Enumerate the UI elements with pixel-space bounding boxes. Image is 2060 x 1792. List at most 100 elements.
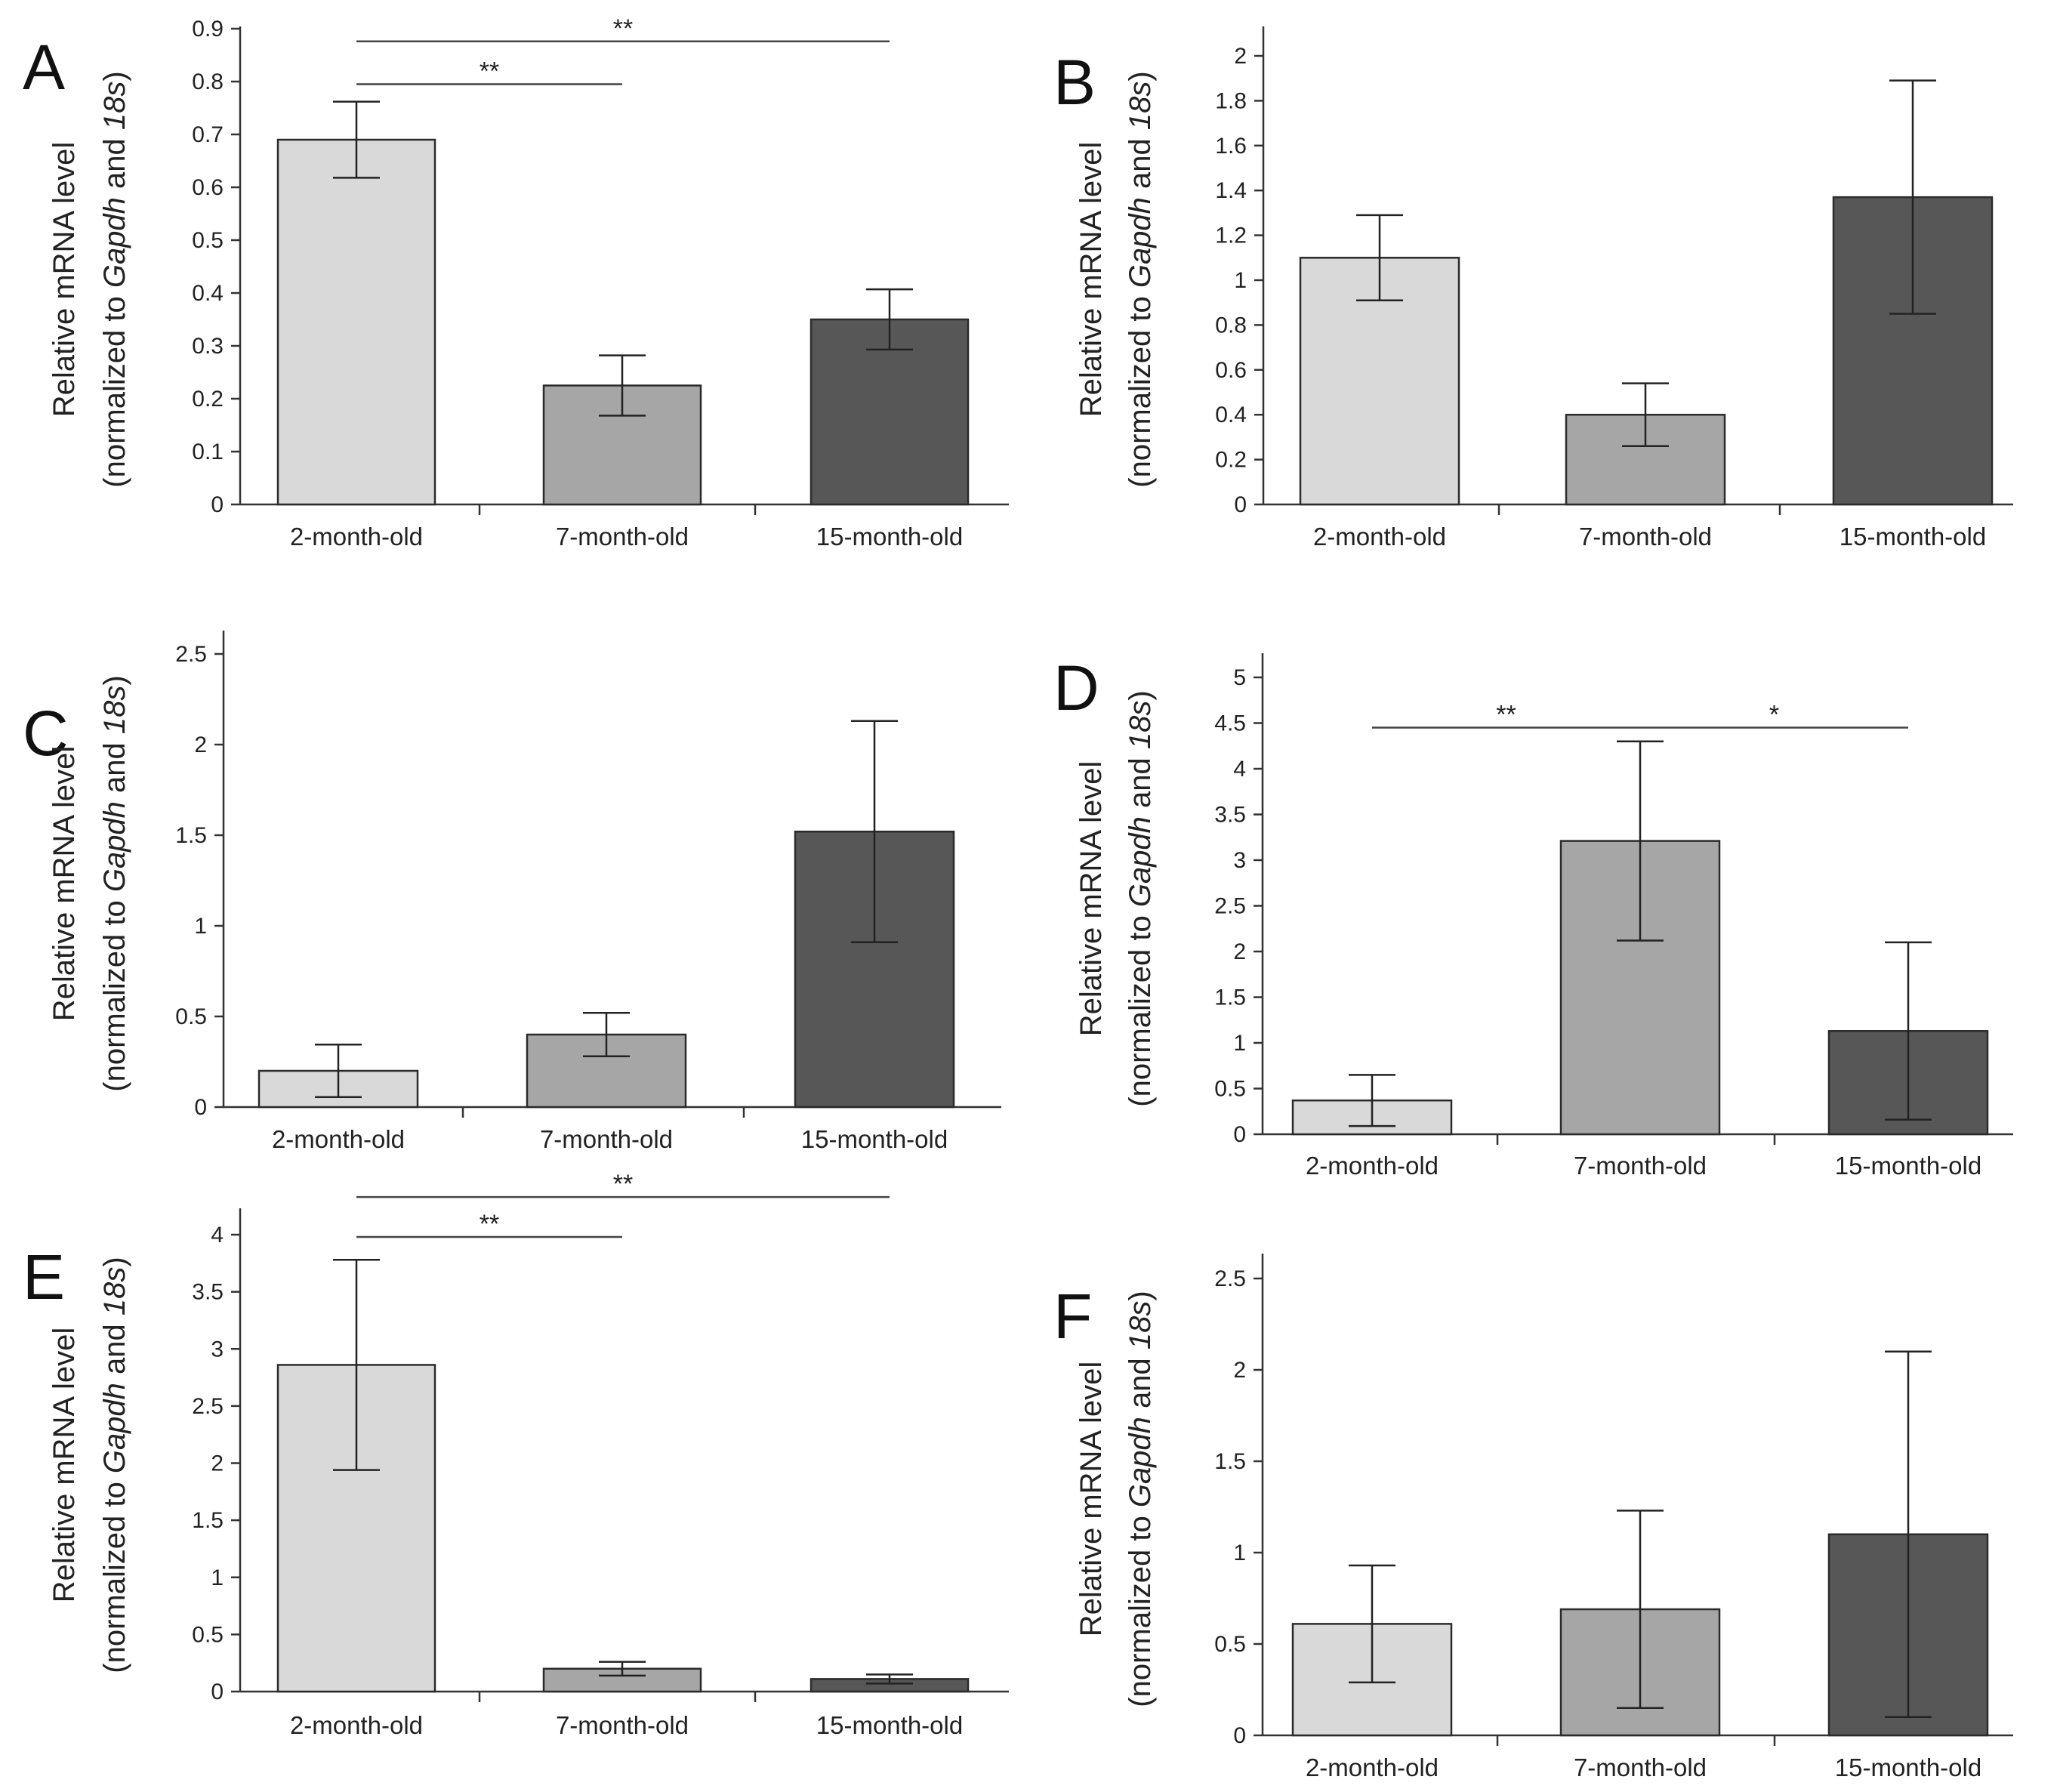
y-tick-label: 1 — [211, 1565, 224, 1590]
y-tick-label: 1 — [1233, 1031, 1246, 1056]
bar-2 — [542, 1667, 702, 1693]
y-axis-label-part: (normalized to — [1124, 907, 1157, 1107]
x-category-label: 7-month-old — [1574, 1753, 1707, 1781]
x-category-label: 7-month-old — [1579, 523, 1712, 551]
y-tick-label: 2 — [1233, 939, 1246, 964]
y-tick-label: 2 — [1234, 44, 1247, 69]
y-axis-label: Relative mRNA level — [48, 1328, 81, 1603]
y-tick-label: 0 — [194, 1095, 207, 1120]
y-tick-label: 0.2 — [1215, 448, 1247, 473]
y-axis-label-gene: Gapdh — [1124, 197, 1157, 288]
significance-stars: ** — [613, 1170, 633, 1198]
y-axis-label-part: and — [1124, 130, 1157, 197]
y-tick-label: 0.5 — [192, 228, 224, 253]
y-tick-label: 3.5 — [192, 1280, 224, 1305]
y-tick-label: 0.3 — [192, 334, 224, 359]
x-category-label: 2-month-old — [1306, 1152, 1439, 1180]
significance-stars: ** — [480, 1210, 499, 1238]
y-tick-label: 2.5 — [1214, 1266, 1246, 1291]
y-axis-label-gene: 18s — [98, 82, 131, 131]
panel-letter-b: B — [1053, 47, 1096, 118]
y-axis-label-part: (normalized to — [1124, 1507, 1157, 1707]
significance-stars: ** — [1496, 701, 1516, 729]
y-axis-label: Relative mRNA level — [48, 746, 81, 1022]
y-tick-label: 0.6 — [1215, 358, 1247, 383]
y-tick-label: 3 — [211, 1337, 224, 1362]
y-axis-label-normalization: (normalized to Gapdh and 18s) — [1124, 71, 1157, 487]
x-category-label: 15-month-old — [1840, 523, 1986, 551]
panel-letter-c: C — [23, 698, 69, 769]
y-axis-label-gene: Gapdh — [98, 801, 131, 892]
y-tick-label: 1.5 — [1214, 985, 1246, 1010]
y-axis-label-part: ) — [98, 1257, 131, 1266]
panel-c: C 0 0.5 1 1.5 2 2.5 2-month-old 7-month-old 15-mo… — [23, 631, 1001, 1153]
y-tick-label: 0.2 — [192, 387, 224, 412]
y-axis-label-gene: Gapdh — [1124, 816, 1157, 907]
x-category-label: 7-month-old — [1574, 1152, 1707, 1180]
significance-stars: * — [1769, 701, 1779, 729]
y-axis-label-normalization: (normalized to Gapdh and 18s) — [98, 675, 131, 1091]
y-axis-label-part: (normalized to — [1124, 288, 1157, 488]
panel-b: B 0 0.2 0.4 0.6 0.8 1 1.2 1.4 1.6 1.8 2 2-month-old 7… — [1053, 26, 2013, 551]
y-tick-label: 0 — [211, 492, 224, 517]
y-tick-label: 4.5 — [1214, 711, 1246, 736]
y-axis-label-gene: 18s — [1124, 701, 1157, 750]
y-axis-label: Relative mRNA level — [1075, 761, 1108, 1037]
y-tick-label: 0 — [1233, 1723, 1246, 1748]
y-tick-label: 1.5 — [175, 823, 207, 848]
y-axis-label-part: ) — [98, 675, 131, 685]
y-tick-label: 2.5 — [175, 642, 207, 667]
y-tick-label: 5 — [1233, 665, 1246, 690]
x-category-label: 2-month-old — [290, 1711, 423, 1739]
y-tick-label: 0 — [1233, 1122, 1246, 1147]
y-tick-label: 0 — [211, 1679, 224, 1704]
y-tick-label: 0.5 — [175, 1004, 207, 1029]
y-tick-label: 0 — [1234, 492, 1247, 517]
y-axis-label-gene: 18s — [98, 686, 131, 735]
y-axis-label-gene: 18s — [98, 1267, 131, 1316]
panel-letter-a: A — [23, 32, 65, 103]
significance-stars: ** — [480, 57, 499, 86]
y-axis-label-gene: Gapdh — [98, 1383, 131, 1473]
y-axis-label-part: ) — [1124, 690, 1157, 700]
y-tick-label: 1.6 — [1215, 134, 1247, 159]
y-tick-label: 0.5 — [1214, 1632, 1246, 1657]
panel-e: E 0 0.5 1 1.5 2 2.5 3 3.5 4 2-month-old 7-month-old… — [23, 1170, 1009, 1739]
y-axis-label-gene: Gapdh — [98, 197, 131, 288]
x-category-label: 15-month-old — [816, 1711, 963, 1739]
y-tick-label: 3 — [1233, 848, 1246, 873]
y-tick-label: 0.7 — [192, 122, 224, 147]
y-tick-label: 0.5 — [1214, 1077, 1246, 1102]
x-category-label: 15-month-old — [1835, 1753, 1981, 1781]
y-tick-label: 1 — [1234, 268, 1247, 293]
panel-letter-e: E — [23, 1241, 65, 1312]
y-axis-label-normalization: (normalized to Gapdh and 18s) — [1124, 690, 1157, 1106]
y-axis-label-normalization: (normalized to Gapdh and 18s) — [1124, 1291, 1157, 1707]
y-tick-label: 0.4 — [192, 281, 224, 306]
x-category-label: 7-month-old — [556, 1711, 689, 1739]
y-axis-label-part: and — [98, 734, 131, 801]
panel-letter-d: D — [1053, 652, 1099, 723]
y-axis-label-part: (normalized to — [98, 1473, 131, 1673]
y-tick-label: 2 — [211, 1451, 224, 1476]
y-tick-label: 0.9 — [192, 17, 224, 42]
y-tick-label: 1 — [1233, 1541, 1246, 1565]
y-axis-label-part: ) — [1124, 1291, 1157, 1300]
y-axis-label-normalization: (normalized to Gapdh and 18s) — [98, 1257, 131, 1673]
y-tick-label: 1.2 — [1215, 224, 1247, 248]
y-tick-label: 0.8 — [1215, 313, 1247, 338]
y-axis-label-part: (normalized to — [98, 892, 131, 1092]
x-category-label: 15-month-old — [801, 1125, 948, 1153]
y-axis-label-part: and — [1124, 749, 1157, 816]
y-tick-label: 2 — [194, 733, 207, 757]
y-tick-label: 1.4 — [1215, 178, 1247, 203]
bar-1 — [276, 138, 436, 506]
panel-f: F 0 0.5 1 1.5 2 2.5 2-month-old 7-month-old 15-mo… — [1053, 1254, 2013, 1781]
y-tick-label: 1.8 — [1215, 88, 1247, 113]
y-tick-label: 1.5 — [192, 1508, 224, 1533]
y-tick-label: 4 — [1233, 757, 1246, 782]
y-axis-label-part: ) — [1124, 71, 1157, 81]
y-axis-label: Relative mRNA level — [48, 142, 81, 418]
x-category-label: 15-month-old — [1835, 1152, 1981, 1180]
